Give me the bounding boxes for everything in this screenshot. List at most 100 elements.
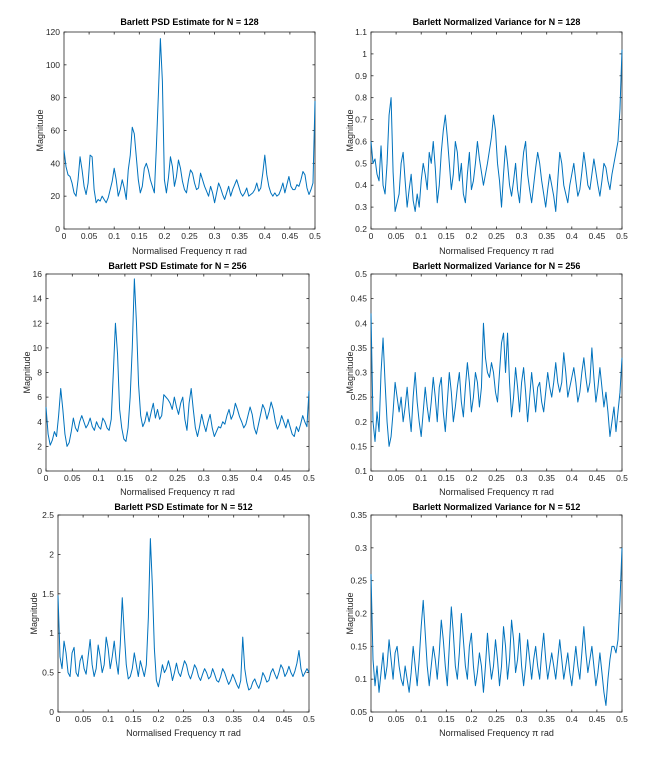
chart-psd-256: Barlett PSD Estimate for N = 256 0 0.05 0.… xyxy=(22,261,315,497)
y-tick-label: 0.5 xyxy=(42,668,54,678)
x-tick-label: 0.5 xyxy=(303,714,315,724)
x-tick-label: 0.1 xyxy=(415,231,427,241)
x-tick-label: 0.2 xyxy=(465,231,477,241)
y-tick-label: 12 xyxy=(33,318,43,328)
x-tick-label: 0.2 xyxy=(465,473,477,483)
x-tick-label: 0.15 xyxy=(438,473,455,483)
x-tick-label: 0.1 xyxy=(415,473,427,483)
chart-title: Barlett Normalized Variance for N = 256 xyxy=(413,261,581,271)
y-tick-label: 0.5 xyxy=(355,158,367,168)
y-tick-label: 6 xyxy=(37,392,42,402)
x-tick-label: 0 xyxy=(369,231,374,241)
x-axis-label: Normalised Frequency π rad xyxy=(126,728,241,738)
x-tick-label: 0.25 xyxy=(488,473,505,483)
x-tick-label: 0.05 xyxy=(388,231,405,241)
x-tick-label: 0.25 xyxy=(175,714,192,724)
y-axis-label: Magnitude xyxy=(345,109,355,151)
y-tick-label: 100 xyxy=(46,60,60,70)
x-tick-label: 0.45 xyxy=(276,714,293,724)
chart-title: Barlett PSD Estimate for N = 512 xyxy=(114,502,252,512)
x-tick-label: 0.25 xyxy=(488,231,505,241)
chart-title: Barlett Normalized Variance for N = 512 xyxy=(413,502,581,512)
x-tick-label: 0.3 xyxy=(198,473,210,483)
chart-psd-128: Barlett PSD Estimate for N = 128 0 0.05 0.… xyxy=(35,17,321,256)
y-axis-label: Magnitude xyxy=(35,109,45,151)
y-tick-label: 0.6 xyxy=(355,136,367,146)
x-tick-label: 0.45 xyxy=(589,231,606,241)
y-tick-label: 20 xyxy=(51,191,61,201)
x-tick-label: 0.2 xyxy=(145,473,157,483)
y-tick-label: 16 xyxy=(33,269,43,279)
y-tick-label: 1.5 xyxy=(42,589,54,599)
x-tick-label: 0.3 xyxy=(516,714,528,724)
x-tick-label: 0.25 xyxy=(488,714,505,724)
x-tick-label: 0.1 xyxy=(415,714,427,724)
y-tick-label: 2 xyxy=(37,441,42,451)
x-tick-label: 0.15 xyxy=(438,231,455,241)
x-tick-label: 0.35 xyxy=(538,714,555,724)
plot-area xyxy=(45,273,310,472)
series-line xyxy=(57,538,310,691)
x-tick-label: 0 xyxy=(62,231,67,241)
y-tick-label: 0.2 xyxy=(355,417,367,427)
y-tick-label: 40 xyxy=(51,158,61,168)
x-tick-label: 0.05 xyxy=(81,231,98,241)
x-tick-label: 0 xyxy=(369,714,374,724)
x-tick-label: 0.5 xyxy=(616,714,628,724)
y-tick-label: 8 xyxy=(37,368,42,378)
y-tick-label: 60 xyxy=(51,126,61,136)
x-tick-label: 0.2 xyxy=(465,714,477,724)
series-line xyxy=(45,278,310,447)
y-tick-label: 0.35 xyxy=(350,343,367,353)
x-tick-label: 0.15 xyxy=(131,231,148,241)
x-tick-label: 0.05 xyxy=(388,714,405,724)
y-tick-label: 0 xyxy=(49,707,54,717)
y-tick-label: 0.15 xyxy=(350,441,367,451)
x-tick-label: 0.3 xyxy=(516,473,528,483)
x-tick-label: 0 xyxy=(44,473,49,483)
y-tick-label: 0.2 xyxy=(355,224,367,234)
y-tick-label: 0 xyxy=(55,224,60,234)
x-tick-label: 0.4 xyxy=(566,714,578,724)
x-axis-label: Normalised Frequency π rad xyxy=(439,487,554,497)
y-tick-label: 0.45 xyxy=(350,294,367,304)
series-line xyxy=(370,547,623,706)
series-line xyxy=(370,313,623,447)
y-tick-label: 4 xyxy=(37,417,42,427)
y-tick-label: 0.3 xyxy=(355,202,367,212)
y-tick-label: 0.5 xyxy=(355,269,367,279)
y-tick-label: 0.25 xyxy=(350,392,367,402)
y-tick-label: 0.1 xyxy=(355,674,367,684)
x-tick-label: 0.45 xyxy=(282,231,299,241)
y-tick-label: 2 xyxy=(49,549,54,559)
x-tick-label: 0.4 xyxy=(259,231,271,241)
x-tick-label: 0.4 xyxy=(250,473,262,483)
y-tick-label: 0.9 xyxy=(355,71,367,81)
y-tick-label: 10 xyxy=(33,343,43,353)
y-tick-label: 0.05 xyxy=(350,707,367,717)
x-axis-label: Normalised Frequency π rad xyxy=(439,246,554,256)
y-tick-label: 80 xyxy=(51,93,61,103)
y-tick-label: 1 xyxy=(362,49,367,59)
x-tick-label: 0.35 xyxy=(231,231,248,241)
chart-psd-512: Barlett PSD Estimate for N = 512 0 0.05 0.… xyxy=(29,502,315,738)
y-axis-label: Magnitude xyxy=(345,351,355,393)
y-tick-label: 0.15 xyxy=(350,641,367,651)
y-tick-label: 0.8 xyxy=(355,93,367,103)
plot-area xyxy=(57,514,310,713)
y-tick-label: 0.2 xyxy=(355,609,367,619)
x-tick-label: 0.4 xyxy=(566,473,578,483)
series-line xyxy=(370,49,623,212)
x-tick-label: 0.45 xyxy=(589,473,606,483)
x-tick-label: 0.25 xyxy=(181,231,198,241)
y-tick-label: 0.3 xyxy=(355,543,367,553)
x-tick-label: 0.05 xyxy=(64,473,81,483)
y-tick-label: 0.4 xyxy=(355,318,367,328)
x-tick-label: 0.4 xyxy=(253,714,265,724)
x-tick-label: 0.3 xyxy=(203,714,215,724)
chart-variance-256: Barlett Normalized Variance for N = 256 … xyxy=(345,261,628,497)
x-tick-label: 0.3 xyxy=(516,231,528,241)
series-line xyxy=(63,38,316,204)
x-tick-label: 0.1 xyxy=(108,231,120,241)
